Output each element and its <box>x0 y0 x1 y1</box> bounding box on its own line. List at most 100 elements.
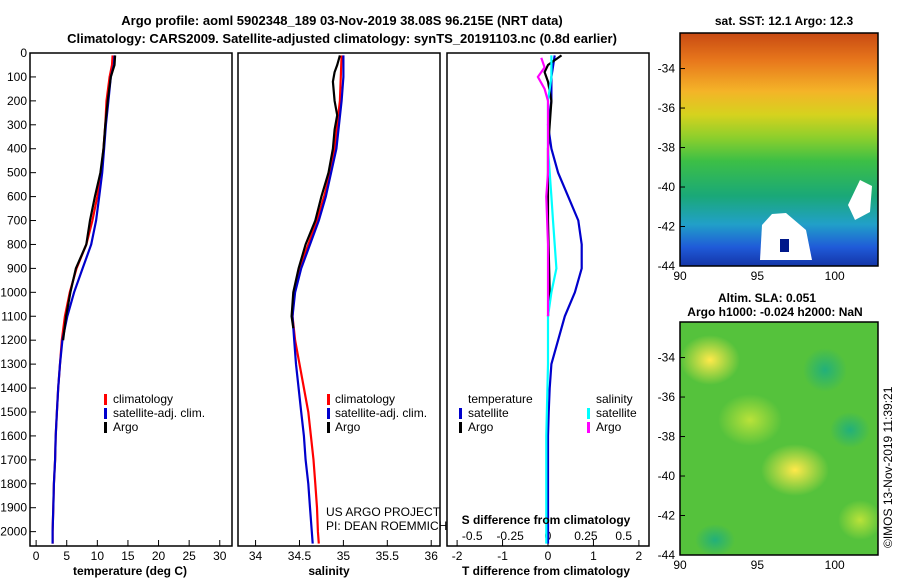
header-title: Argo profile: aoml 5902348_189 03-Nov-20… <box>121 13 563 28</box>
map-y-tick-label: -34 <box>658 351 676 365</box>
legend-title-salinity: salinity <box>596 392 633 406</box>
salinity-panel: 34 34.5 35 35.5 36 salinity climatology sate… <box>237 52 447 578</box>
series-argo <box>62 55 117 341</box>
map-y-tick-label: -42 <box>658 509 676 523</box>
map-y-tick-label: -36 <box>658 390 676 404</box>
sst-map-title: sat. SST: 12.1 Argo: 12.3 <box>715 14 854 28</box>
depth-tick-label: 1400 <box>0 381 27 395</box>
depth-tick-label: 1800 <box>0 477 27 491</box>
x-tick-label: 34 <box>249 549 263 563</box>
temperature-x-ticks: 0 5 10 15 20 25 30 <box>33 540 227 563</box>
sla-mid-anomaly <box>718 394 782 446</box>
depth-tick-label: 700 <box>7 214 27 228</box>
temperature-panel: 0100200300400500600700800900100011001200… <box>0 46 233 578</box>
legend-label-argo: Argo <box>113 420 139 434</box>
legend-label-climatology: climatology <box>113 392 173 406</box>
pi-text: PI: DEAN ROEMMICH <box>326 519 447 533</box>
depth-tick-label: 0 <box>20 46 27 60</box>
map-x-tick-label: 100 <box>825 269 845 283</box>
map-y-tick-label: -36 <box>658 101 676 115</box>
legend-swatch-s-satellite <box>587 408 590 419</box>
depth-tick-label: 1200 <box>0 333 27 347</box>
x-tick-label: 15 <box>121 549 135 563</box>
t-diff-tick-label: 1 <box>590 549 597 563</box>
legend-swatch-argo <box>104 422 107 433</box>
x-tick-label: 20 <box>152 549 166 563</box>
sla-map-title: Altim. SLA: 0.051 <box>718 291 816 305</box>
depth-tick-label: 100 <box>7 70 27 84</box>
legend-swatch-s-argo <box>587 422 590 433</box>
sst-cloud-mask <box>848 180 872 220</box>
map-y-tick-label: -40 <box>658 469 676 483</box>
map-x-tick-label: 90 <box>673 269 687 283</box>
x-tick-label: 0 <box>33 549 40 563</box>
header-subtitle: Climatology: CARS2009. Satellite-adjuste… <box>67 31 617 46</box>
depth-tick-label: 2000 <box>0 525 27 539</box>
legend-swatch-satellite <box>104 408 107 419</box>
legend-label-t-satellite: satellite <box>468 406 509 420</box>
t-diff-tick-label: -1 <box>497 549 508 563</box>
map-y-tick-label: -38 <box>658 141 676 155</box>
sla-map-ticks: 90 95 100 -34 -36 -38 -40 -42 -44 <box>658 351 845 572</box>
depth-tick-label: 1900 <box>0 501 27 515</box>
series-satellite-adj-clim- <box>291 55 345 544</box>
s-diff-tick-label: -0.5 <box>462 529 483 543</box>
series-s-argo <box>536 57 550 317</box>
sst-map-frame <box>679 32 879 267</box>
map-y-tick-label: -40 <box>658 180 676 194</box>
s-diff-tick-label: 0.25 <box>574 529 598 543</box>
x-tick-label: 25 <box>182 549 196 563</box>
s-difference-xlabel: S difference from climatology <box>462 513 631 527</box>
depth-tick-label: 900 <box>7 261 27 275</box>
temperature-frame <box>29 52 233 547</box>
sla-map: Altim. SLA: 0.051 Argo h1000: -0.024 h20… <box>658 291 882 572</box>
legend-label-argo: Argo <box>335 420 361 434</box>
sla-map-frame <box>679 321 879 556</box>
legend-label-s-satellite: satellite <box>596 406 637 420</box>
temperature-xlabel: temperature (deg C) <box>73 564 187 578</box>
map-x-tick-label: 100 <box>825 558 845 572</box>
depth-tick-label: 1100 <box>1 309 27 323</box>
legend-swatch-argo <box>327 422 330 433</box>
legend-label-climatology: climatology <box>335 392 395 406</box>
depth-tick-label: 1700 <box>0 453 27 467</box>
series-argo <box>290 55 341 329</box>
x-tick-label: 30 <box>213 549 227 563</box>
legend-label-satellite: satellite-adj. clim. <box>335 406 427 420</box>
sla-low-anomaly <box>803 348 847 392</box>
difference-legend: temperature satellite Argo salinity sate… <box>459 392 637 434</box>
legend-title-temperature: temperature <box>468 392 533 406</box>
map-x-tick-label: 95 <box>751 269 765 283</box>
x-tick-label: 5 <box>63 549 70 563</box>
x-tick-label: 35 <box>337 549 351 563</box>
series-t-argo <box>543 54 563 317</box>
legend-label-t-argo: Argo <box>468 420 494 434</box>
sla-low-anomaly <box>830 412 870 448</box>
legend-swatch-t-argo <box>459 422 462 433</box>
sla-mid-anomaly <box>838 500 882 540</box>
sla-map-subtitle: Argo h1000: -0.024 h2000: NaN <box>687 305 862 319</box>
legend-swatch-climatology <box>327 394 330 405</box>
map-y-tick-label: -44 <box>658 259 676 273</box>
depth-axis: 0 100 200 300 400 500 600 700 800 900 1000 1100 1200… <box>0 46 36 539</box>
salinity-xlabel: salinity <box>308 564 350 578</box>
imos-stamp: ©IMOS 13-Nov-2019 11:39:21 <box>881 386 895 548</box>
map-x-tick-label: 95 <box>751 558 765 572</box>
sla-low-anomaly <box>695 524 735 556</box>
legend-swatch-satellite <box>327 408 330 419</box>
depth-tick-label: 400 <box>7 142 27 156</box>
legend-label-s-argo: Argo <box>596 420 622 434</box>
x-tick-label: 35.5 <box>376 549 400 563</box>
depth-tick-label: 1000 <box>0 285 27 299</box>
depth-tick-label: 1600 <box>0 429 27 443</box>
x-tick-label: 10 <box>91 549 105 563</box>
difference-panel: -2 -1 0 1 2-0.5 -0.25 0 0.25 0.5 S difference fr… <box>446 52 650 578</box>
map-x-tick-label: 90 <box>673 558 687 572</box>
salinity-frame <box>237 52 441 547</box>
t-diff-tick-label: 0 <box>545 549 552 563</box>
map-y-tick-label: -42 <box>658 220 676 234</box>
temperature-lines <box>51 55 117 544</box>
s-diff-tick-label: 0.5 <box>615 529 632 543</box>
sla-high-anomaly <box>680 335 740 385</box>
sst-cloud-mask <box>760 213 812 260</box>
